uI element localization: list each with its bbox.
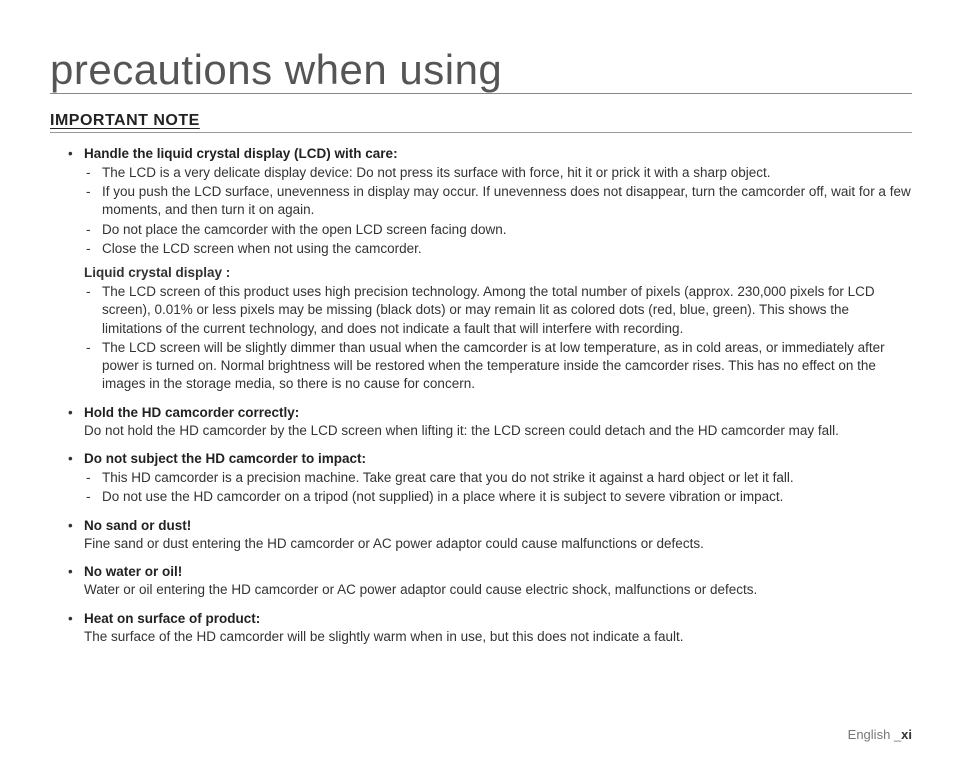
list-item: • Hold the HD camcorder correctly: Do no… [68,404,912,440]
item-title: Heat on surface of product: [84,610,912,628]
bullet-icon: • [68,517,84,553]
list-item: • No sand or dust! Fine sand or dust ent… [68,517,912,553]
bullet-icon: • [68,404,84,440]
footer-page: xi [901,727,912,742]
sub-list: -The LCD screen of this product uses hig… [68,283,912,393]
bullet-icon: • [68,450,84,468]
bullet-icon: • [68,610,84,646]
sub-item: -This HD camcorder is a precision machin… [86,469,912,487]
sub-list: -The LCD is a very delicate display devi… [68,164,912,258]
sub-item: -Do not place the camcorder with the ope… [86,221,912,239]
sub-item: -The LCD screen of this product uses hig… [86,283,912,338]
item-text: Do not hold the HD camcorder by the LCD … [84,422,912,440]
sub-item: -Close the LCD screen when not using the… [86,240,912,258]
item-title: No water or oil! [84,563,912,581]
item-title: Hold the HD camcorder correctly: [84,404,912,422]
list-item: • Heat on surface of product: The surfac… [68,610,912,646]
sub-item: -Do not use the HD camcorder on a tripod… [86,488,912,506]
item-title: No sand or dust! [84,517,912,535]
list-item: • Do not subject the HD camcorder to imp… [68,450,912,507]
sub-item: -The LCD is a very delicate display devi… [86,164,912,182]
item-title: Handle the liquid crystal display (LCD) … [84,146,398,161]
section-heading: IMPORTANT NOTE [50,110,912,132]
item-text: The surface of the HD camcorder will be … [84,628,912,646]
footer-language: English [848,727,891,742]
item-text: Fine sand or dust entering the HD camcor… [84,535,912,553]
bullet-icon: • [68,145,84,163]
bullet-icon: • [68,563,84,599]
sub-item: -The LCD screen will be slightly dimmer … [86,339,912,394]
heading-rule [50,132,912,133]
sub-list: -This HD camcorder is a precision machin… [68,469,912,506]
precautions-list: • Handle the liquid crystal display (LCD… [50,145,912,646]
page-title: precautions when using [50,48,502,94]
item-subhead: Liquid crystal display : [68,264,912,282]
page-footer: English _xi [848,726,912,744]
list-item: • No water or oil! Water or oil entering… [68,563,912,599]
item-title: Do not subject the HD camcorder to impac… [84,451,366,466]
sub-item: -If you push the LCD surface, unevenness… [86,183,912,219]
item-text: Water or oil entering the HD camcorder o… [84,581,912,599]
list-item: • Handle the liquid crystal display (LCD… [68,145,912,394]
